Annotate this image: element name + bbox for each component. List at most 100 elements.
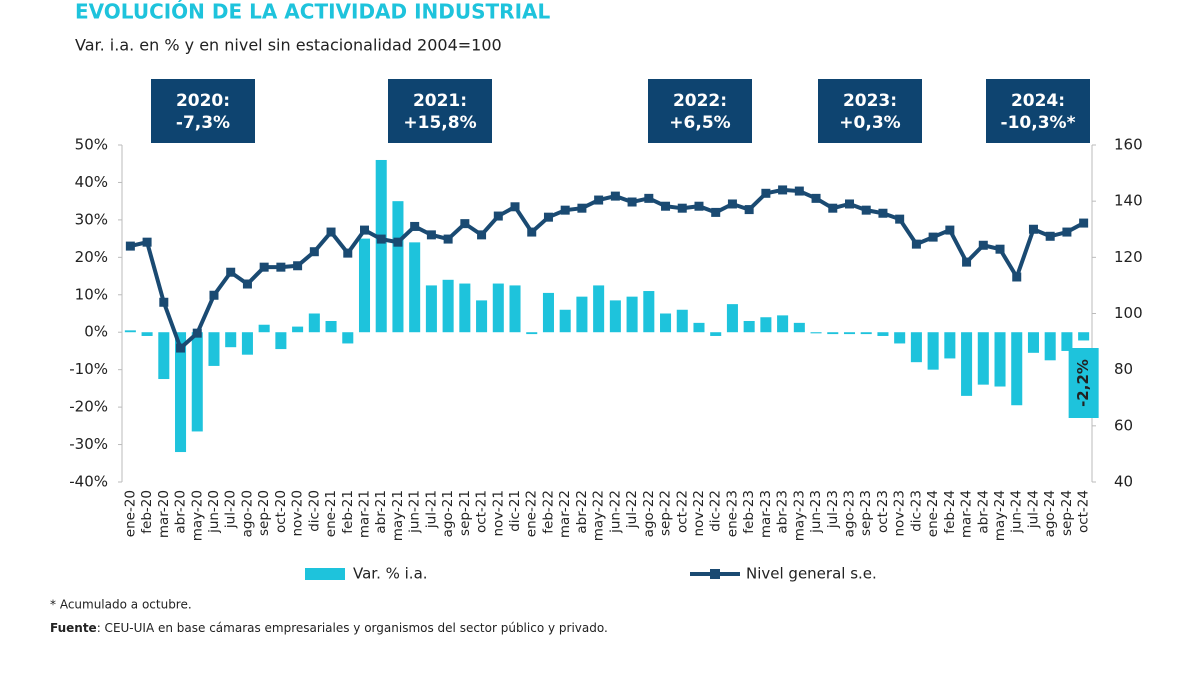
line-marker [610, 191, 620, 201]
x-tick-label: mar-23 [758, 490, 774, 538]
bar [660, 313, 672, 333]
y2-tick-label: 100 [1114, 304, 1143, 322]
bar [208, 332, 220, 366]
bar [308, 313, 320, 333]
y-tick-label: 50% [75, 136, 108, 154]
chart-title: EVOLUCIÓN DE LA ACTIVIDAD INDUSTRIAL [75, 0, 550, 24]
line-marker [627, 197, 637, 207]
bar [1078, 332, 1090, 341]
legend-label: Nivel general s.e. [746, 565, 877, 583]
line-marker [209, 290, 219, 300]
line-marker [309, 247, 319, 257]
x-tick-label: ago-21 [440, 490, 456, 537]
x-tick-label: nov-21 [490, 490, 506, 537]
x-tick-label: jul-23 [825, 490, 841, 529]
bar [375, 159, 387, 333]
x-tick-label: abr-21 [373, 490, 389, 534]
bar [526, 332, 538, 335]
annotation-value: -10,3%* [1001, 113, 1076, 133]
x-tick-label: ene-21 [323, 490, 339, 537]
bar [358, 238, 371, 333]
x-tick-label: oct-22 [674, 490, 690, 533]
line-marker [1028, 224, 1038, 234]
line-marker [159, 297, 169, 307]
line-marker [1045, 231, 1055, 241]
value-label: -2,2% [1074, 359, 1092, 407]
line-marker [945, 225, 955, 235]
x-tick-label: ago-24 [1042, 490, 1058, 537]
bar [191, 332, 203, 432]
chart-subtitle: Var. i.a. en % y en nivel sin estacional… [75, 36, 502, 55]
source-label: Fuente [50, 621, 97, 635]
x-tick-label: dic-22 [708, 490, 724, 532]
bar [676, 309, 688, 333]
x-tick-label: may-22 [591, 490, 607, 541]
annotation: 2020:-7,3% [151, 79, 255, 143]
y2-tick-label: 40 [1114, 473, 1133, 491]
bar [927, 332, 939, 370]
line-marker [443, 234, 453, 244]
line-marker [811, 193, 821, 203]
annotation-box [818, 79, 922, 143]
annotation: 2023:+0,3% [818, 79, 922, 143]
x-tick-label: sep-21 [457, 490, 473, 536]
line-marker [661, 201, 671, 211]
annotation: 2021:+15,8% [388, 79, 492, 143]
line-marker [995, 244, 1005, 254]
annotation: 2024:-10,3%* [986, 79, 1090, 143]
line-marker [794, 186, 804, 196]
bar [961, 332, 973, 396]
y-tick-label: 10% [75, 285, 108, 303]
annotation-year: 2020: [176, 91, 230, 111]
annotation-value: +15,8% [403, 113, 476, 133]
x-tick-label: jul-22 [624, 490, 640, 529]
annotation-value: -7,3% [176, 113, 230, 133]
x-tick-label: abr-24 [975, 490, 991, 534]
value-label-box [1068, 348, 1099, 418]
line-marker [376, 234, 386, 244]
y-tick-label: 20% [75, 248, 108, 266]
bar [877, 332, 889, 336]
bar [476, 300, 488, 333]
x-tick-label: ago-20 [239, 490, 255, 537]
bar [1027, 332, 1039, 353]
x-tick-label: mar-20 [156, 490, 172, 538]
x-tick-label: sep-22 [658, 490, 674, 536]
x-tick-label: oct-24 [1076, 490, 1092, 533]
bar [292, 326, 304, 333]
legend-marker [710, 569, 720, 579]
x-tick-label: jun-20 [206, 490, 222, 534]
annotation-value: +6,5% [669, 113, 730, 133]
y-tick-label: 30% [75, 210, 108, 228]
x-tick-label: jun-23 [808, 490, 824, 534]
x-tick-label: abr-22 [574, 490, 590, 534]
x-tick-label: jun-24 [1009, 490, 1025, 534]
line-marker [694, 201, 704, 211]
y2-tick-label: 80 [1114, 360, 1133, 378]
annotation-value: +0,3% [839, 113, 900, 133]
bar [442, 279, 454, 333]
bar [409, 242, 421, 333]
line-marker [142, 237, 152, 247]
bar [860, 332, 872, 335]
x-tick-label: jul-24 [1025, 490, 1041, 529]
line-marker [527, 227, 537, 237]
bar [275, 332, 287, 350]
line-marker [343, 248, 353, 258]
y2-tick-label: 120 [1114, 248, 1143, 266]
x-tick-label: abr-23 [775, 490, 791, 534]
source: Fuente: CEU-UIA en base cámaras empresar… [50, 621, 608, 635]
x-tick-label: may-24 [992, 490, 1008, 541]
line-marker [644, 193, 654, 203]
bar [609, 300, 621, 333]
x-tick-label: feb-20 [139, 490, 155, 534]
annotation-box [151, 79, 255, 143]
x-tick-label: oct-21 [474, 490, 490, 533]
x-tick-label: ago-22 [641, 490, 657, 537]
x-tick-label: dic-23 [908, 490, 924, 532]
legend-swatch [305, 568, 345, 580]
bar [944, 332, 956, 359]
annotation-year: 2022: [673, 91, 727, 111]
y2-tick-label: 160 [1114, 136, 1143, 154]
bar [542, 292, 554, 333]
